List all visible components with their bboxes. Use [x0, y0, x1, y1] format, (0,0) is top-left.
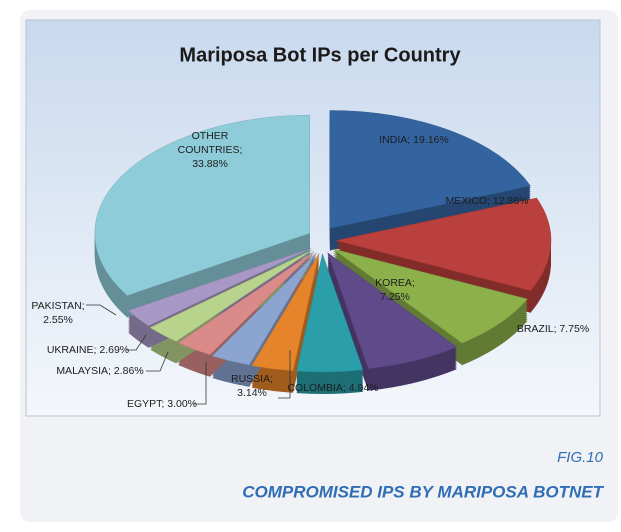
- slice: [332, 248, 528, 344]
- slice-label-line: 7.25%: [380, 291, 410, 303]
- slice-label-line: BRAZIL; 7.75%: [517, 323, 589, 335]
- slice-label: COLOMBIA; 4.94%: [287, 382, 378, 394]
- slice-label-line: 2.55%: [43, 314, 73, 326]
- leader-line: [86, 304, 117, 316]
- slice-label-line: OTHER: [192, 130, 229, 142]
- slice: [177, 251, 315, 356]
- slice-label: RUSSIA; 3.14%: [231, 373, 273, 399]
- figure-caption: COMPROMISED IPS BY MARIPOSA BOTNET: [242, 482, 604, 501]
- slice: [127, 248, 311, 327]
- slice-label: INDIA; 19.16%: [379, 134, 448, 146]
- slice-label-line: COUNTRIES;: [178, 144, 243, 156]
- slice-label-line: EGYPT; 3.00%: [127, 398, 197, 410]
- slice-label-line: MALAYSIA; 2.86%: [56, 365, 143, 377]
- slice: [149, 249, 313, 342]
- slice-label-line: RUSSIA;: [231, 373, 273, 385]
- slice-label: KOREA; 7.25%: [375, 277, 415, 303]
- leader-line: [146, 351, 169, 372]
- slice-label: EGYPT; 3.00%: [127, 398, 197, 410]
- slice: [251, 253, 320, 372]
- slice-label-line: MEXICO; 12.86%: [446, 195, 529, 207]
- slice-label: MALAYSIA; 2.86%: [56, 365, 143, 377]
- slice-label-line: 3.14%: [237, 387, 267, 399]
- slice-label: OTHER COUNTRIES; 33.88%: [178, 130, 243, 170]
- slice-label: BRAZIL; 7.75%: [517, 323, 589, 335]
- slice: [94, 114, 311, 296]
- slice-label-line: PAKISTAN;: [31, 300, 84, 312]
- slice-label: UKRAINE; 2.69%: [47, 344, 129, 356]
- slice-label: MEXICO; 12.86%: [446, 195, 529, 207]
- leader-line: [194, 362, 207, 405]
- slice-label-line: KOREA;: [375, 277, 415, 289]
- leader-line: [126, 334, 147, 351]
- figure-number: FIG.10: [557, 449, 604, 466]
- slice-label-line: INDIA; 19.16%: [379, 134, 448, 146]
- slice-label: PAKISTAN; 2.55%: [31, 300, 84, 326]
- slice-label-line: UKRAINE; 2.69%: [47, 344, 129, 356]
- slice: [211, 252, 317, 366]
- slice-label-line: 33.88%: [192, 158, 228, 170]
- leader-line: [278, 350, 291, 399]
- slice: [327, 252, 458, 369]
- chart-title: Mariposa Bot IPs per Country: [179, 44, 461, 66]
- slice: [335, 197, 552, 291]
- slice-label-line: COLOMBIA; 4.94%: [287, 382, 378, 394]
- slice: [296, 253, 364, 373]
- slice: [329, 110, 531, 229]
